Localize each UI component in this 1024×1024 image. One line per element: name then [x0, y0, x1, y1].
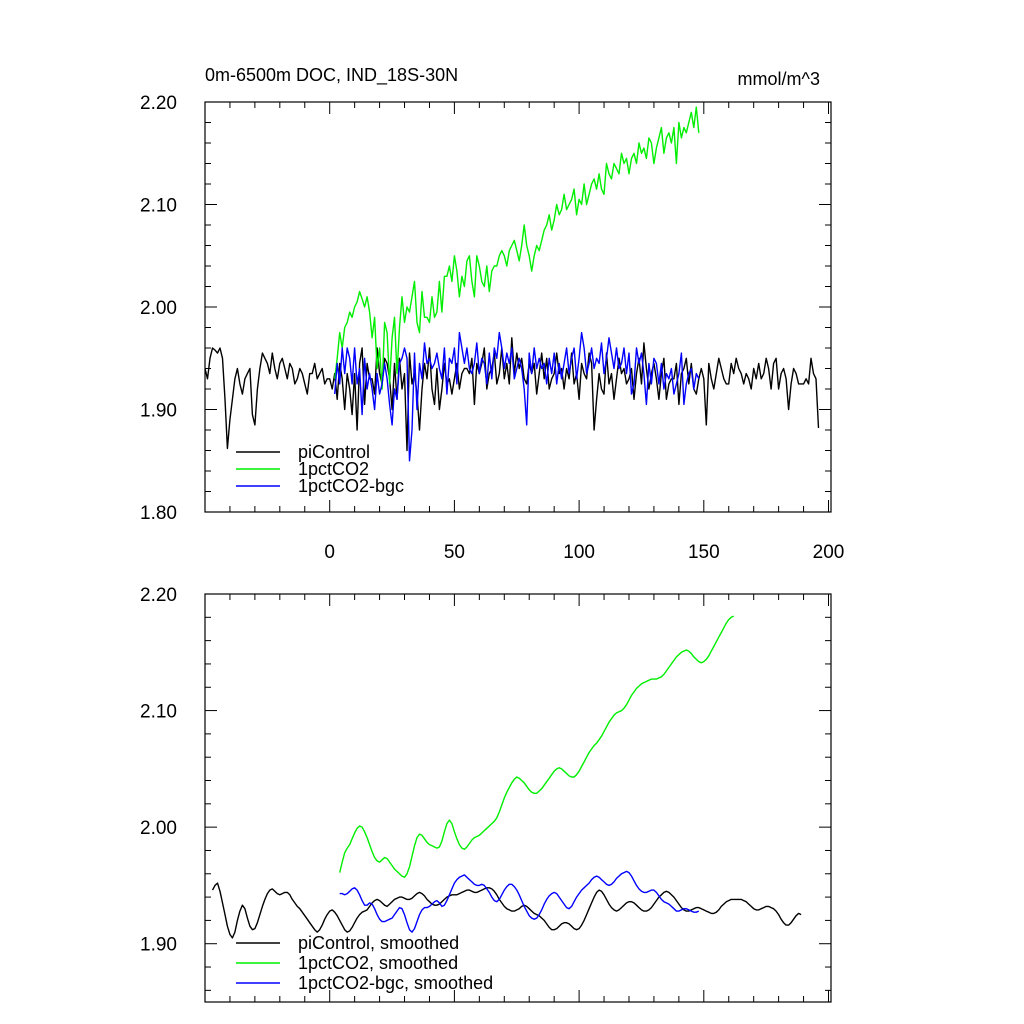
bottom-axes: 1.90 2.00 2.10 2.20: [140, 585, 832, 1003]
bottom-panel: 1.902.002.102.20 piControl, smoothed1pct…: [140, 585, 832, 1003]
y-tick-label: 1.80: [140, 503, 177, 524]
y-tick-label: 2.20: [140, 93, 177, 114]
series-line-1pctco2-smoothed: [339, 615, 735, 878]
series-line-1pctco2-bgc-smoothed: [339, 870, 700, 933]
y-tick-label: 2.00: [140, 298, 177, 319]
x-tick-label: 100: [563, 542, 595, 563]
y-tick-label: 2.10: [140, 196, 177, 217]
x-tick-label: 0: [324, 542, 335, 563]
x-tick-label: 200: [813, 542, 845, 563]
y-tick-label: 1.90: [140, 935, 177, 956]
y-tick-label: 2.00: [140, 818, 177, 839]
series-line-picontrol: [205, 337, 820, 452]
series-line-picontrol-smoothed: [211, 882, 802, 939]
chart-title: 0m-6500m DOC, IND_18S-30N: [205, 65, 458, 86]
units-label: mmol/m^3: [738, 69, 820, 89]
legend-label: piControl: [298, 442, 370, 462]
bottom-series-group: [211, 615, 802, 939]
legend-label: 1pctCO2-bgc: [298, 476, 404, 496]
x-tick-label: 50: [444, 542, 465, 563]
top-axes: 1.80 1.90 2.00 2.10 2.20 0 50 100 150 200: [140, 93, 844, 563]
series-line-1pctco2-bgc: [334, 331, 700, 462]
y-tick-label: 2.20: [140, 585, 177, 606]
y-tick-label: 2.10: [140, 702, 177, 723]
legend-label: 1pctCO2, smoothed: [298, 953, 458, 973]
top-series-group: [205, 106, 820, 462]
plot-frame: [204, 593, 832, 1003]
series-line-1pctco2: [334, 106, 700, 390]
legend-label: piControl, smoothed: [298, 933, 459, 953]
x-tick-label: 150: [688, 542, 720, 563]
top-panel: 0m-6500m DOC, IND_18S-30N mmol/m^3 1.801…: [140, 65, 844, 563]
y-tick-label: 1.90: [140, 401, 177, 422]
legend-label: 1pctCO2-bgc, smoothed: [298, 973, 493, 993]
legend-label: 1pctCO2: [298, 459, 369, 479]
